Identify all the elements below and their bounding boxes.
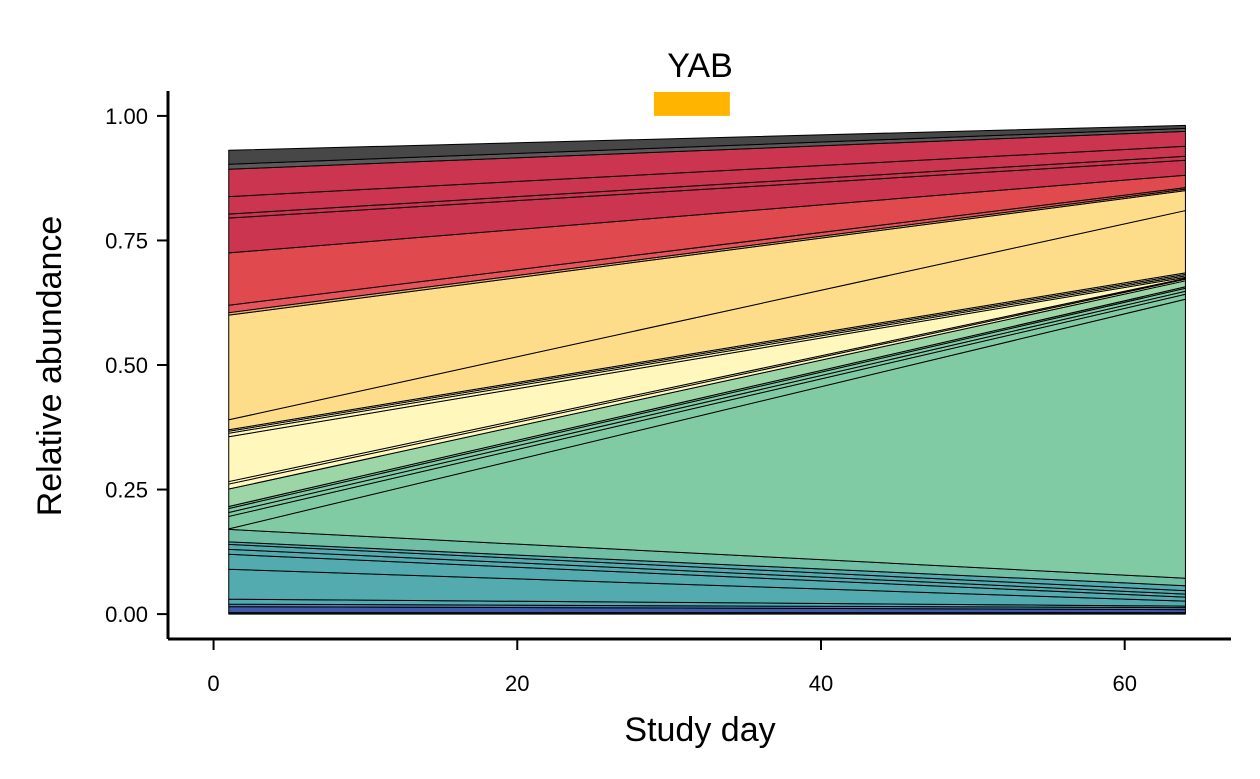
y-tick-label: 0.50: [105, 353, 148, 378]
y-tick-label: 0.00: [105, 602, 148, 627]
plot-areas: [228, 124, 1186, 615]
panel-title: YAB: [667, 47, 733, 85]
x-tick-label: 40: [809, 671, 833, 696]
area-series-33: [228, 124, 1186, 165]
y-axis-title: Relative abundance: [31, 216, 69, 517]
x-tick-label: 0: [207, 671, 219, 696]
x-tick-label: 60: [1112, 671, 1136, 696]
treatment-bar: [653, 92, 730, 116]
y-tick-label: 0.25: [105, 478, 148, 503]
x-axis-title: Study day: [624, 711, 775, 749]
y-tick-label: 0.75: [105, 228, 148, 253]
ticks: 0 20 40 60 0.00 0.25 0.50 0.75 1.00: [105, 104, 1137, 696]
x-tick-label: 20: [505, 671, 529, 696]
y-tick-label: 1.00: [105, 104, 148, 129]
